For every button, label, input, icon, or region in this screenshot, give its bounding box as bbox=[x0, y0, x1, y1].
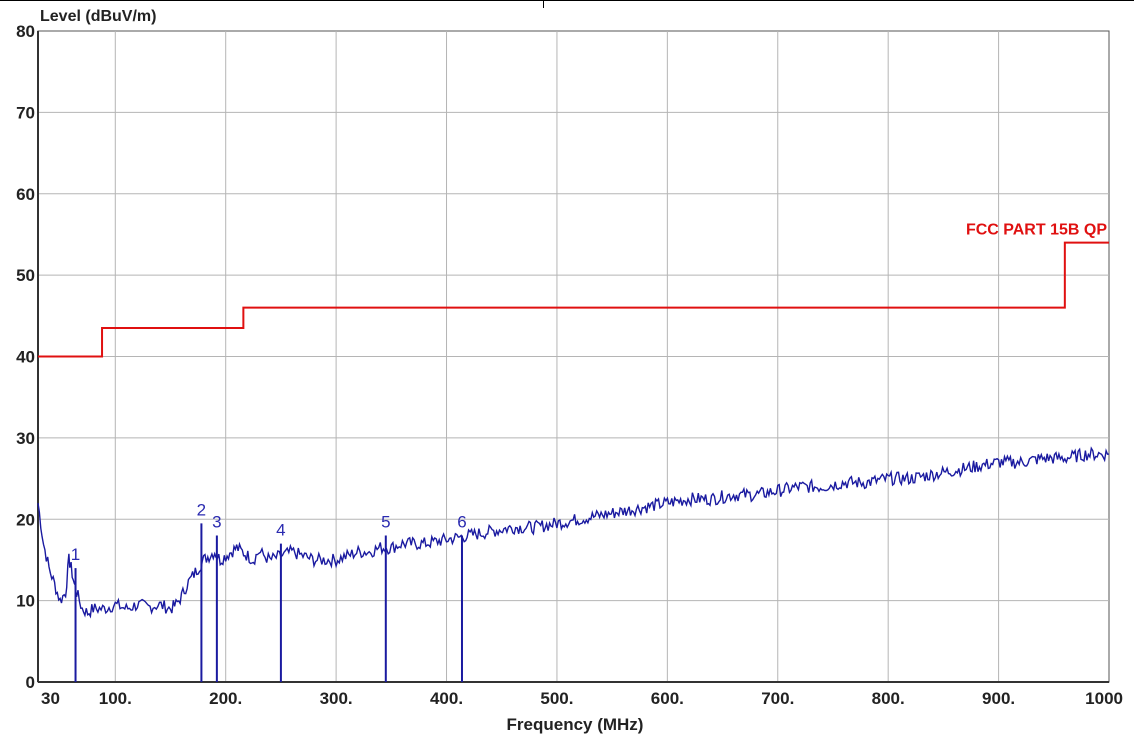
y-tick-label: 70 bbox=[16, 103, 35, 122]
y-tick-label: 0 bbox=[26, 673, 35, 692]
grid-lines bbox=[37, 31, 1109, 683]
marker-label: 4 bbox=[276, 521, 285, 540]
y-tick-labels: 0 10 20 30 40 50 60 70 80 bbox=[16, 22, 35, 692]
x-tick-label: 30 bbox=[41, 689, 60, 708]
x-tick-label: 700. bbox=[761, 689, 794, 708]
y-tick-label: 40 bbox=[16, 348, 35, 367]
x-tick-label: 800. bbox=[872, 689, 905, 708]
peak-markers: 123 4 5 6 bbox=[71, 500, 467, 682]
x-tick-label: 100. bbox=[99, 689, 132, 708]
marker-label: 5 bbox=[381, 513, 390, 532]
y-axis-label: Level (dBuV/m) bbox=[40, 8, 156, 25]
top-divider-mark bbox=[543, 0, 544, 8]
y-tick-label: 60 bbox=[16, 185, 35, 204]
x-tick-label: 900. bbox=[982, 689, 1015, 708]
x-axis-label: Frequency (MHz) bbox=[507, 715, 644, 734]
marker-label: 1 bbox=[71, 545, 80, 564]
top-border-line bbox=[0, 0, 1134, 1]
limit-line-label: FCC PART 15B QP bbox=[966, 222, 1107, 239]
x-tick-label: 500. bbox=[540, 689, 573, 708]
y-tick-label: 10 bbox=[16, 592, 35, 611]
x-tick-label: 400. bbox=[430, 689, 463, 708]
x-tick-label: 1000 bbox=[1085, 689, 1123, 708]
x-tick-label: 200. bbox=[209, 689, 242, 708]
y-tick-label: 50 bbox=[16, 266, 35, 285]
x-tick-labels: 30 100. 200. 300. 400. 500. 600. 700. 800. 900. 10… bbox=[41, 689, 1123, 708]
marker-label: 2 bbox=[197, 500, 206, 519]
x-tick-label: 600. bbox=[651, 689, 684, 708]
marker-label: 3 bbox=[212, 513, 221, 532]
limit-line bbox=[38, 241, 1109, 358]
y-tick-label: 30 bbox=[16, 429, 35, 448]
y-tick-label: 20 bbox=[16, 510, 35, 529]
x-tick-label: 300. bbox=[320, 689, 353, 708]
y-tick-label: 80 bbox=[16, 22, 35, 41]
marker-label: 6 bbox=[457, 513, 466, 532]
measurement-trace bbox=[37, 446, 1110, 619]
